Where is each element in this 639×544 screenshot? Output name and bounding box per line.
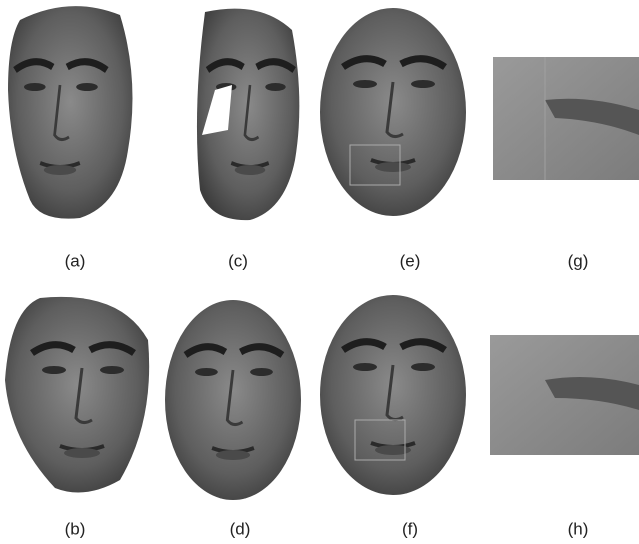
face-d — [165, 300, 301, 500]
face-b — [5, 297, 149, 493]
panel-label: (b) — [65, 519, 86, 538]
panel-label: (a) — [65, 251, 86, 270]
patch-h — [490, 335, 639, 455]
panel-label: (g) — [568, 251, 589, 270]
face-c — [197, 9, 299, 221]
face-e — [320, 8, 466, 216]
patch-g — [493, 57, 639, 180]
face-a — [8, 6, 133, 219]
panel-label: (c) — [228, 251, 248, 270]
panel-label: (h) — [568, 519, 589, 538]
page: {"figure": {"panels": [ {"label": "(a)"}… — [0, 0, 639, 544]
figure: (a) (b) (c) (d) (e) (f) (g) (h) — [0, 0, 639, 544]
panel-label: (e) — [400, 251, 421, 270]
panel-label: (f) — [402, 519, 418, 538]
panel-label: (d) — [230, 519, 251, 538]
face-f — [320, 295, 466, 495]
